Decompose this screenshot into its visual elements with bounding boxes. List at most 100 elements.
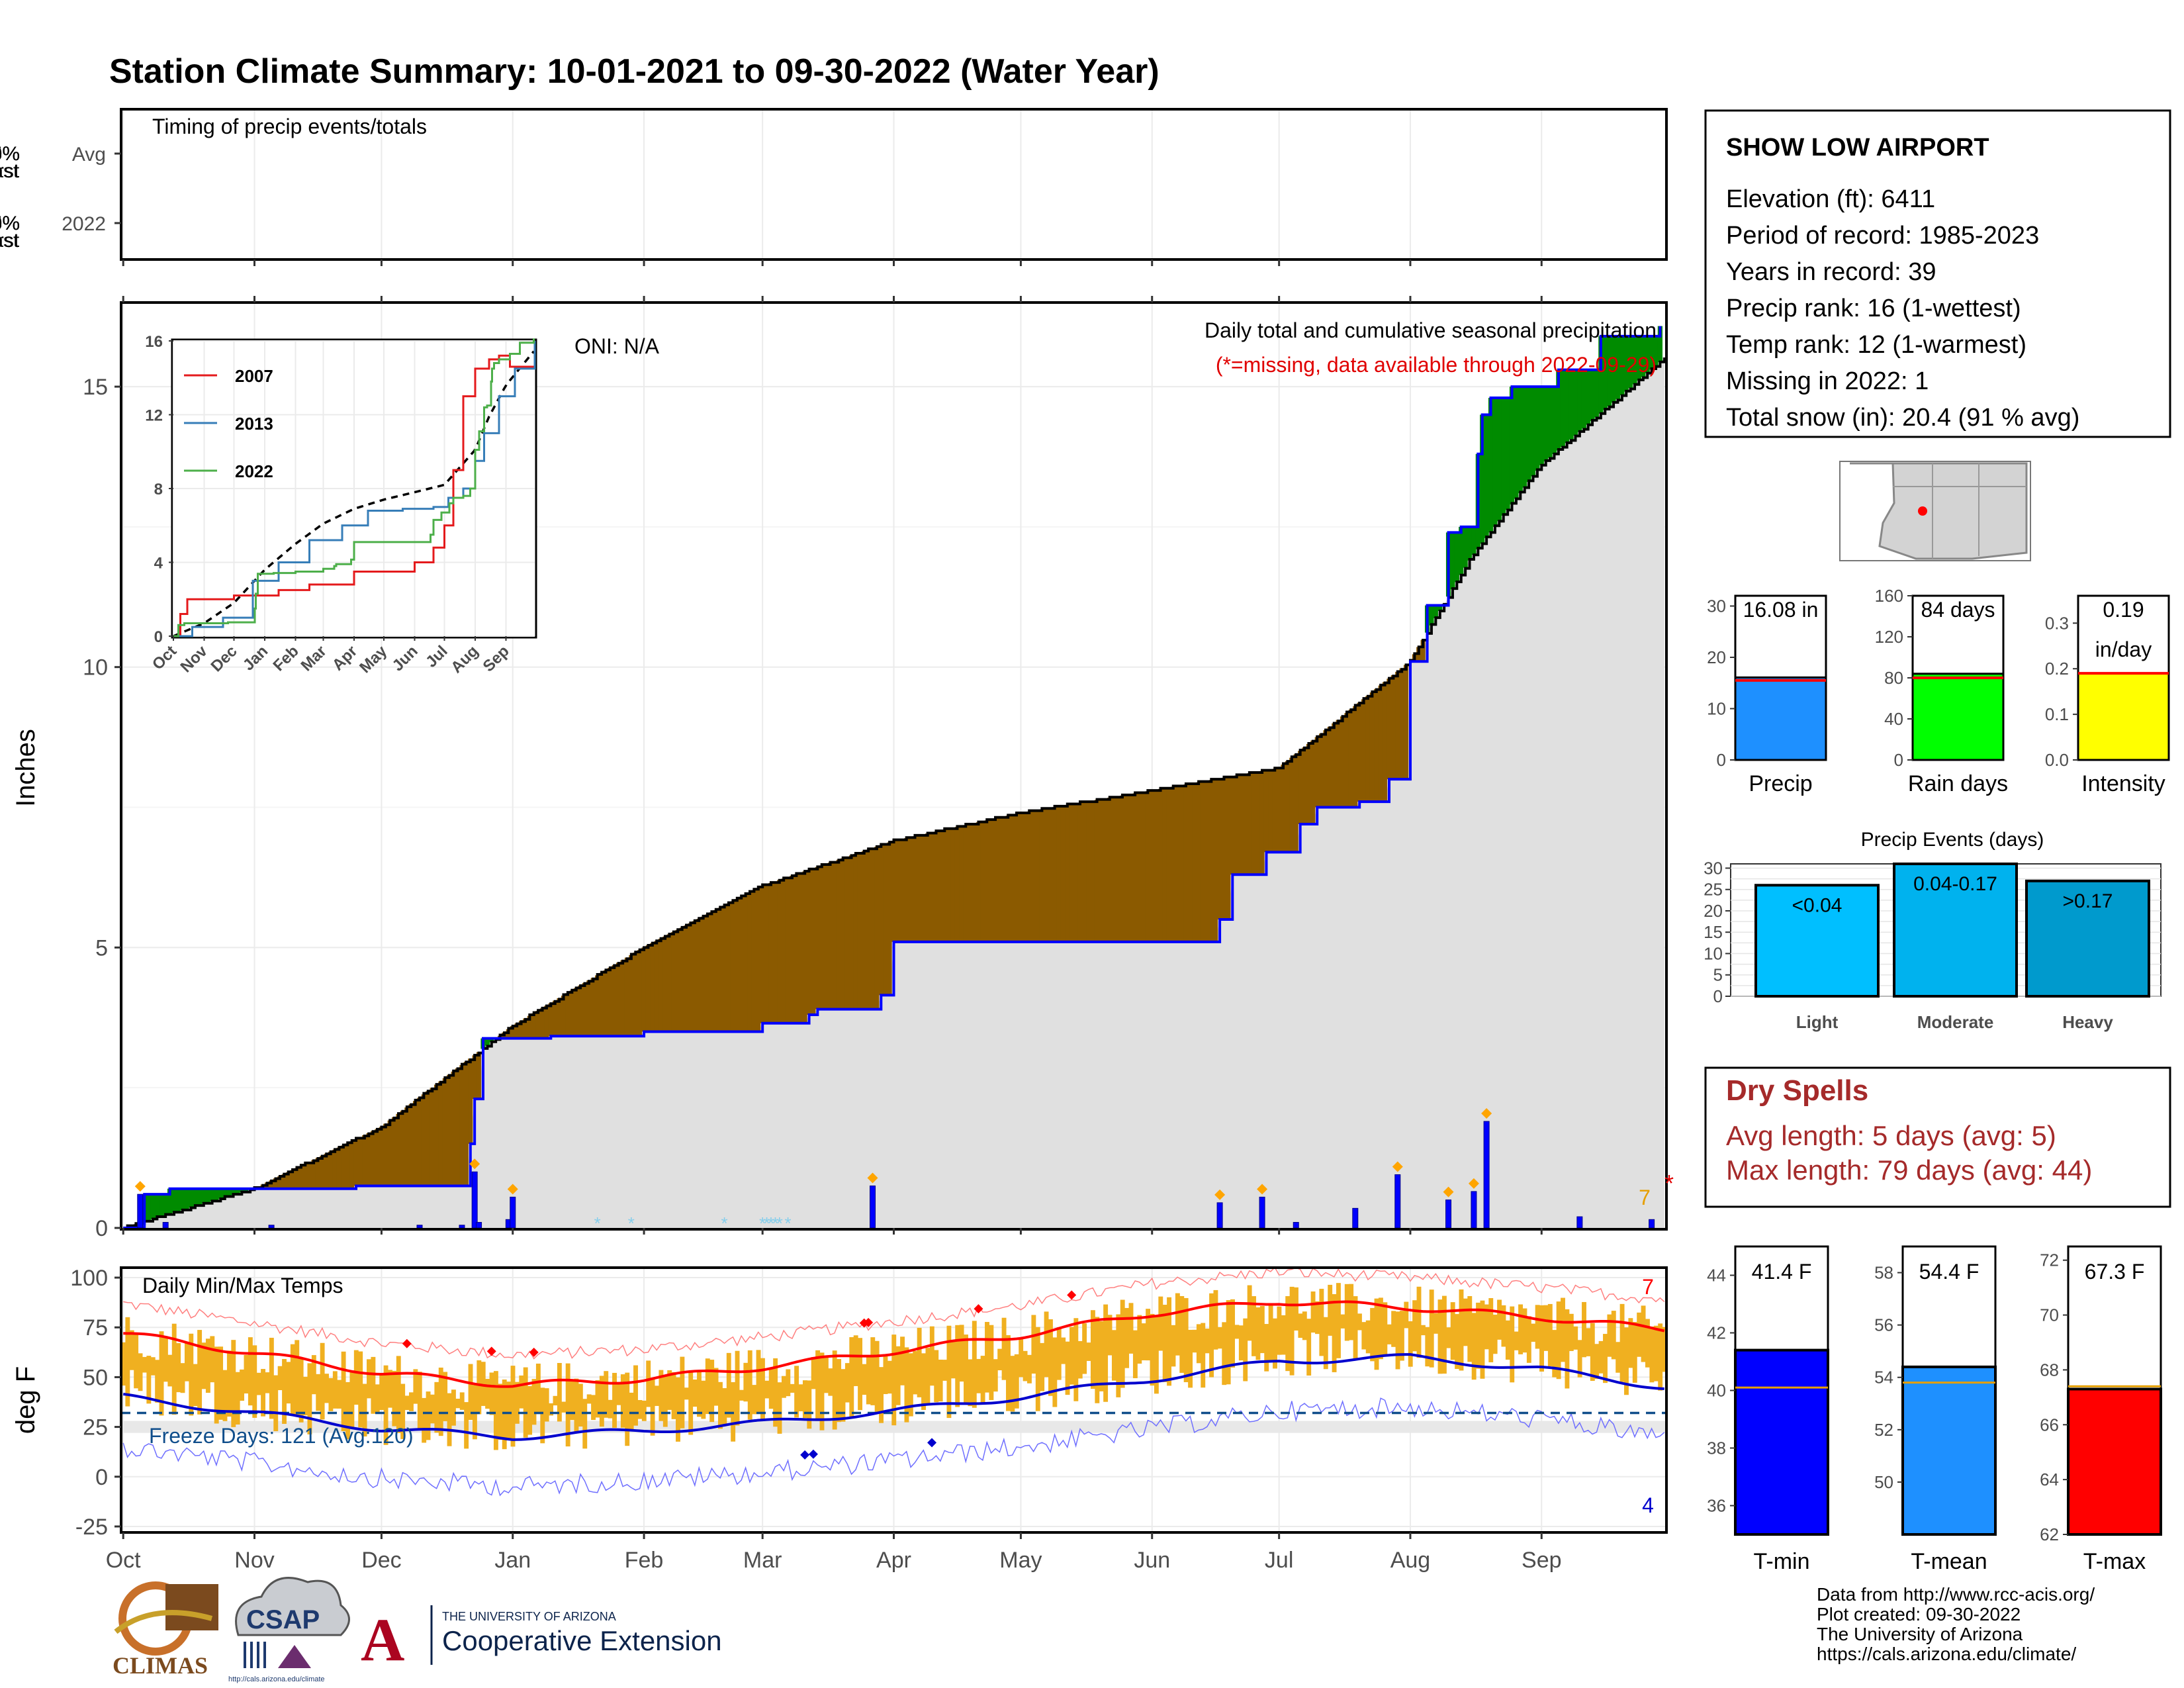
deficit-band — [286, 1172, 291, 1189]
daily-temp-bar — [426, 1391, 431, 1440]
temp-summary-y-tick-label: 62 — [2040, 1524, 2059, 1544]
deficit-band — [1192, 782, 1197, 942]
daily-temp-bar — [468, 1364, 473, 1421]
deficit-band — [413, 1101, 418, 1186]
daily-temp-bar — [235, 1372, 240, 1425]
daily-temp-bar — [1238, 1325, 1244, 1361]
precip-y-label: Inches — [11, 729, 40, 807]
daily-temp-bar — [586, 1394, 592, 1404]
deficit-band — [1323, 730, 1328, 808]
daily-temp-bar — [1476, 1302, 1481, 1369]
deficit-band — [696, 919, 702, 1032]
summary-value-label: 16.08 in — [1743, 598, 1819, 622]
snow-marker: * — [721, 1213, 728, 1233]
heavy-event-marker — [1214, 1189, 1226, 1200]
heavy-event-marker — [867, 1172, 878, 1184]
deficit-band — [827, 863, 833, 1009]
snow-marker: * — [759, 1213, 766, 1233]
daily-temp-bar — [273, 1375, 279, 1432]
daily-temp-bar — [798, 1384, 803, 1412]
daily-temp-bar — [392, 1370, 397, 1427]
summary-value-label-2: in/day — [2095, 637, 2152, 661]
daily-temp-bar — [1209, 1293, 1214, 1378]
daily-temp-bar — [434, 1382, 439, 1433]
deficit-band — [569, 990, 574, 1037]
daily-temp-bar — [768, 1368, 774, 1409]
deficit-band — [811, 868, 816, 1015]
daily-temp-bar — [1624, 1327, 1629, 1395]
summary-y-tick-label: 0.1 — [2045, 704, 2069, 724]
deficit-band — [870, 848, 876, 1009]
summary-bar-0 — [1734, 676, 1827, 761]
deficit-band — [1086, 801, 1091, 942]
daily-precip-bar — [471, 1171, 478, 1229]
daily-temp-bar — [1077, 1340, 1083, 1379]
deficit-band — [624, 957, 630, 1037]
daily-temp-bar — [1319, 1288, 1324, 1356]
deficit-band — [1361, 699, 1367, 802]
temp-summary-value-label: 41.4 F — [1752, 1260, 1812, 1284]
daily-temp-bar — [608, 1399, 613, 1419]
event-bar-label: >0.17 — [2063, 890, 2113, 912]
summary-value-label: 0.19 — [2103, 598, 2144, 622]
deficit-band — [794, 874, 799, 1023]
daily-temp-bar — [240, 1369, 245, 1401]
surplus-band — [214, 1188, 219, 1200]
daily-temp-bar — [422, 1397, 427, 1443]
daily-temp-bar — [921, 1353, 926, 1410]
daily-temp-bar — [353, 1350, 359, 1405]
daily-temp-bar — [985, 1321, 989, 1393]
daily-temp-bar — [455, 1398, 461, 1409]
surplus-band — [1556, 369, 1561, 451]
deficit-band — [1183, 784, 1189, 942]
daily-temp-bar — [891, 1335, 897, 1426]
daily-temp-bar — [874, 1340, 880, 1412]
daily-temp-bar — [1552, 1330, 1557, 1378]
deficit-band — [645, 945, 651, 1032]
deficit-band — [1094, 800, 1100, 942]
deficit-band — [1234, 775, 1240, 875]
daily-temp-bar — [662, 1376, 668, 1427]
daily-temp-bar — [739, 1389, 744, 1401]
deficit-band — [1399, 668, 1404, 780]
deficit-band — [341, 1145, 346, 1189]
daily-temp-bar — [777, 1382, 782, 1434]
deficit-band — [1039, 809, 1045, 942]
daily-temp-bar — [557, 1363, 562, 1422]
daily-temp-bar — [1259, 1305, 1265, 1354]
deficit-band — [1336, 720, 1341, 808]
daily-temp-bar — [917, 1327, 922, 1397]
deficit-band — [447, 1074, 452, 1186]
daily-temp-bar — [1302, 1311, 1307, 1340]
deficit-band — [1365, 696, 1371, 802]
station-info-line: Temp rank: 12 (1-warmest) — [1726, 331, 2026, 359]
surplus-band — [1586, 369, 1591, 425]
surplus-band — [1526, 387, 1531, 483]
daily-precip-bar — [1293, 1222, 1299, 1229]
deficit-band — [273, 1178, 279, 1189]
daily-temp-bar — [1361, 1322, 1367, 1350]
surplus-band — [146, 1194, 152, 1221]
ua-extension-text: Cooperative Extension — [442, 1625, 722, 1656]
daily-temp-bar — [1488, 1298, 1494, 1362]
deficit-band — [468, 1058, 473, 1144]
deficit-band — [1403, 665, 1409, 780]
deficit-band — [1306, 743, 1312, 824]
daily-temp-bar — [167, 1354, 173, 1387]
snow-marker: * — [768, 1213, 774, 1233]
daily-temp-bar — [286, 1362, 291, 1404]
daily-temp-bar — [523, 1367, 528, 1438]
daily-temp-bar — [946, 1325, 952, 1419]
daily-temp-bar — [1082, 1323, 1087, 1374]
deficit-band — [353, 1139, 359, 1186]
month-tick-label: Mar — [743, 1548, 782, 1573]
daily-temp-bar — [1090, 1310, 1095, 1389]
events-title: Precip Events (days) — [1861, 829, 2044, 851]
deficit-band — [751, 890, 756, 1032]
surplus-band — [1454, 532, 1459, 583]
daily-precip-bar — [870, 1185, 876, 1229]
temp-axes: 100 75 50 25 0 -25 Oct Nov Dec Jan Feb Mar Apr May Jun… — [70, 1266, 1561, 1573]
daily-temp-bar — [316, 1374, 321, 1411]
daily-temp-bar — [1107, 1315, 1113, 1356]
